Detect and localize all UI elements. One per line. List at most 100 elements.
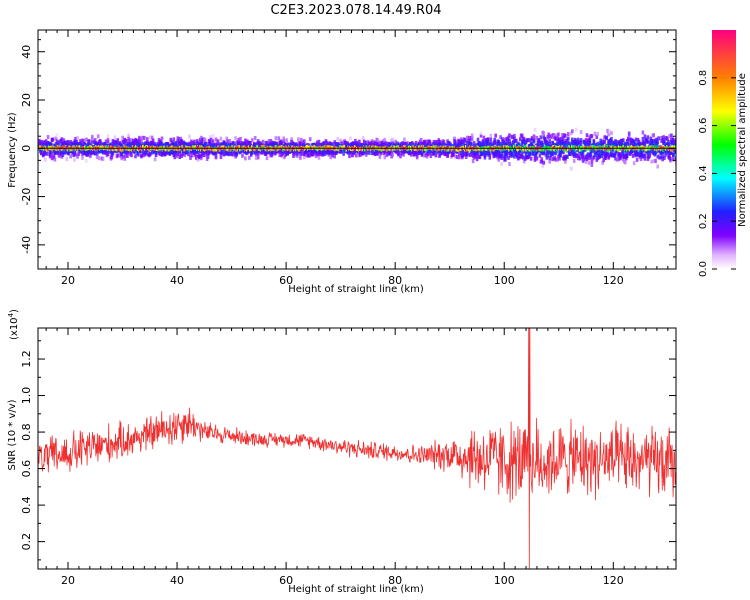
heat-cell [521, 155, 525, 160]
heat-cell [169, 137, 173, 142]
heat-cell [588, 138, 592, 143]
heat-cell [579, 140, 583, 145]
heat-cell [317, 155, 321, 160]
heat-cell [507, 155, 510, 160]
heat-cell [625, 150, 628, 155]
heat-cell [575, 153, 579, 158]
heat-cell [141, 135, 144, 140]
heat-cell [534, 153, 538, 158]
heat-cell [529, 156, 533, 161]
heat-cell [591, 149, 595, 154]
heat-cell [453, 136, 456, 141]
heat-cell [470, 133, 474, 138]
spectrogram-ticks: 20 40 60 80 100 120 40 20 0 -20 -40 [20, 30, 676, 287]
heat-cell [425, 154, 429, 159]
heat-cell [422, 153, 426, 158]
heat-cell [481, 139, 485, 144]
heat-cell [391, 152, 394, 157]
heat-cell [191, 153, 194, 158]
heat-cell [315, 140, 319, 145]
heat-cell [467, 135, 471, 140]
heat-cell [599, 141, 602, 145]
snr-series-line [38, 328, 676, 569]
heat-cell [557, 132, 560, 137]
heat-cell [489, 137, 493, 142]
heat-cell [629, 141, 633, 146]
heat-cell [428, 140, 432, 145]
heat-cell [230, 152, 233, 157]
heat-cell [562, 136, 565, 141]
heat-cell [596, 131, 600, 136]
heat-cell [492, 154, 496, 159]
heat-cell [475, 157, 479, 162]
heat-cell [551, 157, 554, 162]
heat-cell [548, 156, 551, 161]
heat-cell [600, 154, 603, 159]
heat-cell [650, 159, 654, 164]
heat-cell [43, 157, 47, 162]
heat-cell [558, 137, 561, 142]
snr-x-label: Height of straight line (km) [288, 584, 424, 595]
heat-cell [60, 137, 64, 142]
heat-cell [508, 162, 511, 167]
heat-cell [607, 132, 610, 137]
heat-cell [483, 155, 487, 160]
heat-cell [504, 157, 507, 162]
heat-cell [146, 137, 149, 142]
heat-cell [208, 135, 212, 139]
heat-cell [67, 140, 70, 145]
heat-cell [342, 151, 345, 156]
heat-cell [197, 157, 200, 162]
heat-cell [196, 141, 199, 146]
heat-cell [464, 138, 467, 143]
heat-cell [543, 137, 547, 142]
heat-cell [643, 153, 647, 158]
heat-cell [531, 151, 535, 156]
heat-cell [285, 138, 288, 143]
heat-cell [292, 153, 295, 158]
heat-cell [178, 155, 181, 159]
heat-cell [624, 160, 627, 165]
heat-cell [373, 141, 377, 146]
heat-cell [633, 142, 637, 147]
heat-cell [142, 153, 145, 158]
heat-cell [493, 140, 496, 145]
heat-cell [228, 139, 231, 143]
heat-cell [350, 150, 353, 155]
heat-cell [593, 153, 597, 158]
heat-cell [106, 137, 110, 142]
heat-cell [546, 153, 549, 158]
heat-cell [73, 157, 76, 162]
heat-cell [295, 143, 298, 148]
heat-cell [128, 138, 131, 143]
heat-cell [61, 153, 65, 157]
heat-cell [147, 142, 151, 147]
y-tick-label: 20 [20, 93, 33, 107]
heat-cell [674, 143, 676, 147]
y-tick-label: 40 [20, 45, 33, 59]
heat-cell [301, 151, 304, 156]
heat-cell [351, 153, 354, 158]
heat-cell [465, 155, 468, 159]
heat-cell [417, 142, 421, 147]
y-tick-label: 0 [20, 145, 33, 152]
heat-cell [89, 154, 92, 159]
heat-cell [626, 150, 630, 155]
heat-cell [660, 136, 663, 140]
x-tick-label: 80 [388, 274, 402, 287]
heat-cell [586, 152, 590, 157]
heat-cell [269, 139, 273, 143]
heat-cell [468, 153, 472, 157]
heat-cell [561, 133, 564, 138]
heat-cell [130, 153, 133, 158]
heat-cell [265, 141, 269, 146]
heat-cell [594, 150, 598, 155]
heat-cell [589, 155, 593, 160]
heat-cell [649, 136, 653, 141]
heat-cell [622, 157, 625, 162]
heat-cell [446, 144, 449, 148]
heat-cell [571, 137, 574, 142]
heat-cell [468, 139, 472, 144]
heat-cell [482, 141, 486, 146]
heat-cell [587, 155, 591, 160]
